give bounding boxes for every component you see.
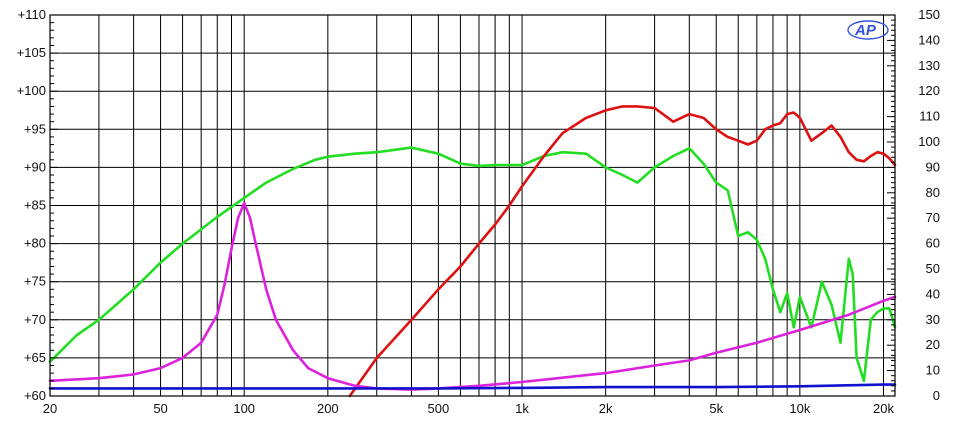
y-tick-label: +75 — [24, 274, 46, 289]
right-axis-ticks: 0 10 20 30 40 50 60 70 80 90 100 110 120 130 140 150 — [887, 7, 940, 403]
series-line-1 — [48, 146, 897, 383]
y2-tick-label: 150 — [918, 7, 940, 22]
y-tick-label: +100 — [17, 83, 46, 98]
y-tick-label: +90 — [24, 159, 46, 174]
y-tick-label: +95 — [24, 121, 46, 136]
y2-tick-label: 130 — [918, 58, 940, 73]
y-tick-label: +85 — [24, 198, 46, 213]
y2-tick-label: 60 — [926, 236, 940, 251]
y2-tick-label: 20 — [926, 337, 940, 352]
y2-tick-label: 40 — [926, 286, 940, 301]
x-tick-label: 200 — [317, 401, 339, 416]
y2-tick-label: 120 — [918, 83, 940, 98]
y2-tick-label: 110 — [919, 109, 940, 124]
y2-tick-label: 30 — [926, 312, 940, 327]
y2-tick-label: 70 — [926, 210, 940, 225]
y2-tick-label: 80 — [926, 185, 940, 200]
y2-tick-label: 50 — [926, 261, 940, 276]
y-tick-label: +65 — [24, 350, 46, 365]
y2-tick-label: 10 — [926, 363, 940, 378]
series-layer — [48, 105, 897, 398]
x-tick-label: 20k — [873, 401, 894, 416]
y-tick-label: +60 — [24, 388, 46, 403]
x-tick-label: 5k — [709, 401, 723, 416]
y-tick-label: +105 — [17, 45, 46, 60]
y2-tick-label: 0 — [933, 388, 940, 403]
y-tick-label: +80 — [24, 236, 46, 251]
y2-tick-label: 90 — [926, 159, 940, 174]
x-tick-label: 50 — [153, 401, 167, 416]
y-tick-label: +110 — [18, 7, 46, 22]
x-tick-label: 20 — [43, 401, 57, 416]
x-tick-label: 500 — [428, 401, 450, 416]
ap-logo: AP — [847, 20, 889, 40]
x-tick-label: 1k — [515, 401, 529, 416]
series-line-3 — [48, 201, 897, 391]
ap-logo-ring — [847, 20, 889, 40]
x-axis-ticks: 20 50 100 200 500 1k 2k 5k 10k 20k — [43, 401, 895, 416]
series-line-2 — [348, 105, 897, 398]
y2-tick-label: 140 — [918, 32, 940, 47]
y-tick-label: +70 — [24, 312, 46, 327]
grid — [50, 15, 895, 396]
y2-tick-label: 100 — [918, 134, 940, 149]
ap-logo-text: AP — [854, 22, 877, 39]
x-tick-label: 100 — [233, 401, 255, 416]
left-axis-ticks: +60 +65 +70 +75 +80 +85 +90 +95 +100 +105 +110 — [17, 7, 58, 403]
x-tick-label: 10k — [789, 401, 810, 416]
series-line-4 — [48, 383, 897, 390]
x-tick-label: 2k — [599, 401, 613, 416]
